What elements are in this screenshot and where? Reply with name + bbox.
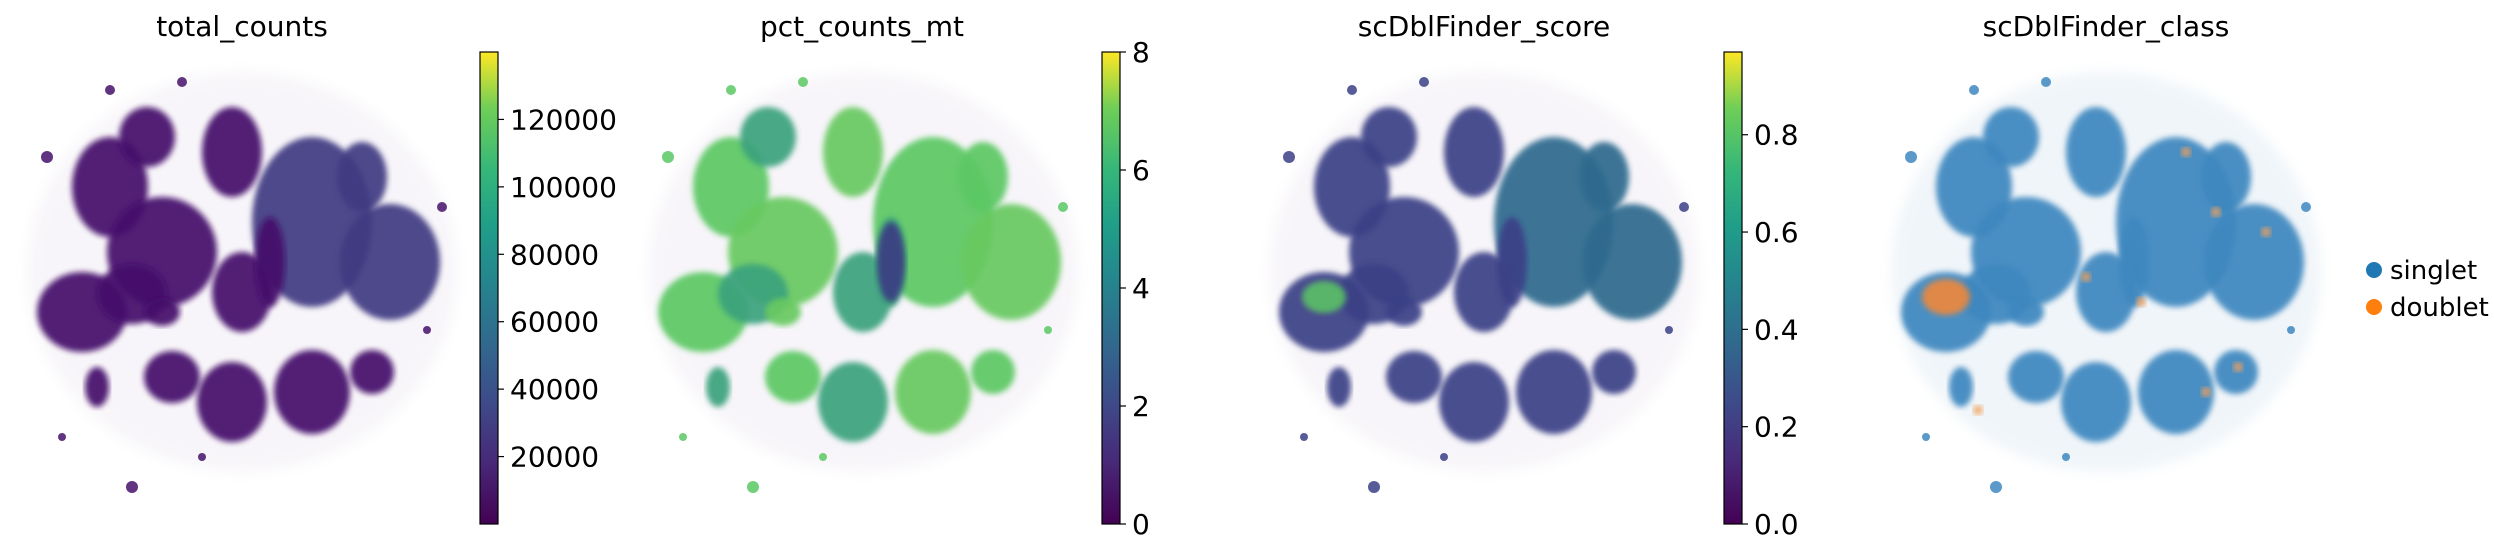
colorbar-tick-label: 80000 xyxy=(510,238,599,271)
colorbar-tick-label: 4 xyxy=(1132,272,1150,305)
colorbar-tick-label: 40000 xyxy=(510,373,599,406)
colorbar-tick-label: 20000 xyxy=(510,441,599,474)
umap-scatter xyxy=(1269,72,1699,493)
panel-scdblfinder-score: scDblFinder_score 0.0 0.2 0.4 0.6 0.8 xyxy=(1269,10,1799,541)
umap-scatter xyxy=(648,72,1078,493)
colorbar-tick-label: 100000 xyxy=(510,171,617,204)
panel-pct-counts-mt: pct_counts_mt 0 2 4 6 8 xyxy=(648,10,1150,541)
colorbar: 0 2 4 6 8 xyxy=(1101,36,1150,541)
colorbar-gradient xyxy=(1101,51,1121,525)
colorbar-tick-label: 0.2 xyxy=(1754,411,1799,444)
legend-label-doublet: doublet xyxy=(2390,293,2489,323)
legend-marker-singlet xyxy=(2366,262,2382,278)
panel-title: scDblFinder_class xyxy=(1983,10,2230,43)
umap-scatter xyxy=(27,72,457,493)
colorbar: 20000 40000 60000 80000 100000 120000 xyxy=(479,51,617,525)
colorbar-tick-label: 0.0 xyxy=(1754,508,1799,541)
colorbar-gradient xyxy=(479,51,499,525)
colorbar-tick-label: 0.6 xyxy=(1754,216,1799,249)
colorbar: 0.0 0.2 0.4 0.6 0.8 xyxy=(1723,51,1799,541)
colorbar-tick-label: 8 xyxy=(1132,36,1150,69)
colorbar-tick-label: 2 xyxy=(1132,390,1150,423)
colorbar-tick-label: 6 xyxy=(1132,154,1150,187)
colorbar-tick-label: 120000 xyxy=(510,103,617,136)
colorbar-tick-label: 0 xyxy=(1132,508,1150,541)
legend-label-singlet: singlet xyxy=(2390,256,2477,286)
panel-title: scDblFinder_score xyxy=(1358,10,1610,43)
panel-title: pct_counts_mt xyxy=(760,10,964,43)
colorbar-tick-label: 0.8 xyxy=(1754,119,1799,152)
colorbar-gradient xyxy=(1723,51,1743,525)
colorbar-tick-label: 60000 xyxy=(510,306,599,339)
umap-scatter xyxy=(1891,72,2321,493)
panel-title: total_counts xyxy=(156,10,328,43)
panel-scdblfinder-class: scDblFinder_class singlet doublet xyxy=(1891,10,2489,493)
legend-marker-doublet xyxy=(2366,299,2382,315)
panel-total-counts: total_counts 20000 40000 60000 80000 100000 1… xyxy=(27,10,617,525)
colorbar-tick-label: 0.4 xyxy=(1754,313,1799,346)
legend: singlet doublet xyxy=(2366,256,2489,323)
